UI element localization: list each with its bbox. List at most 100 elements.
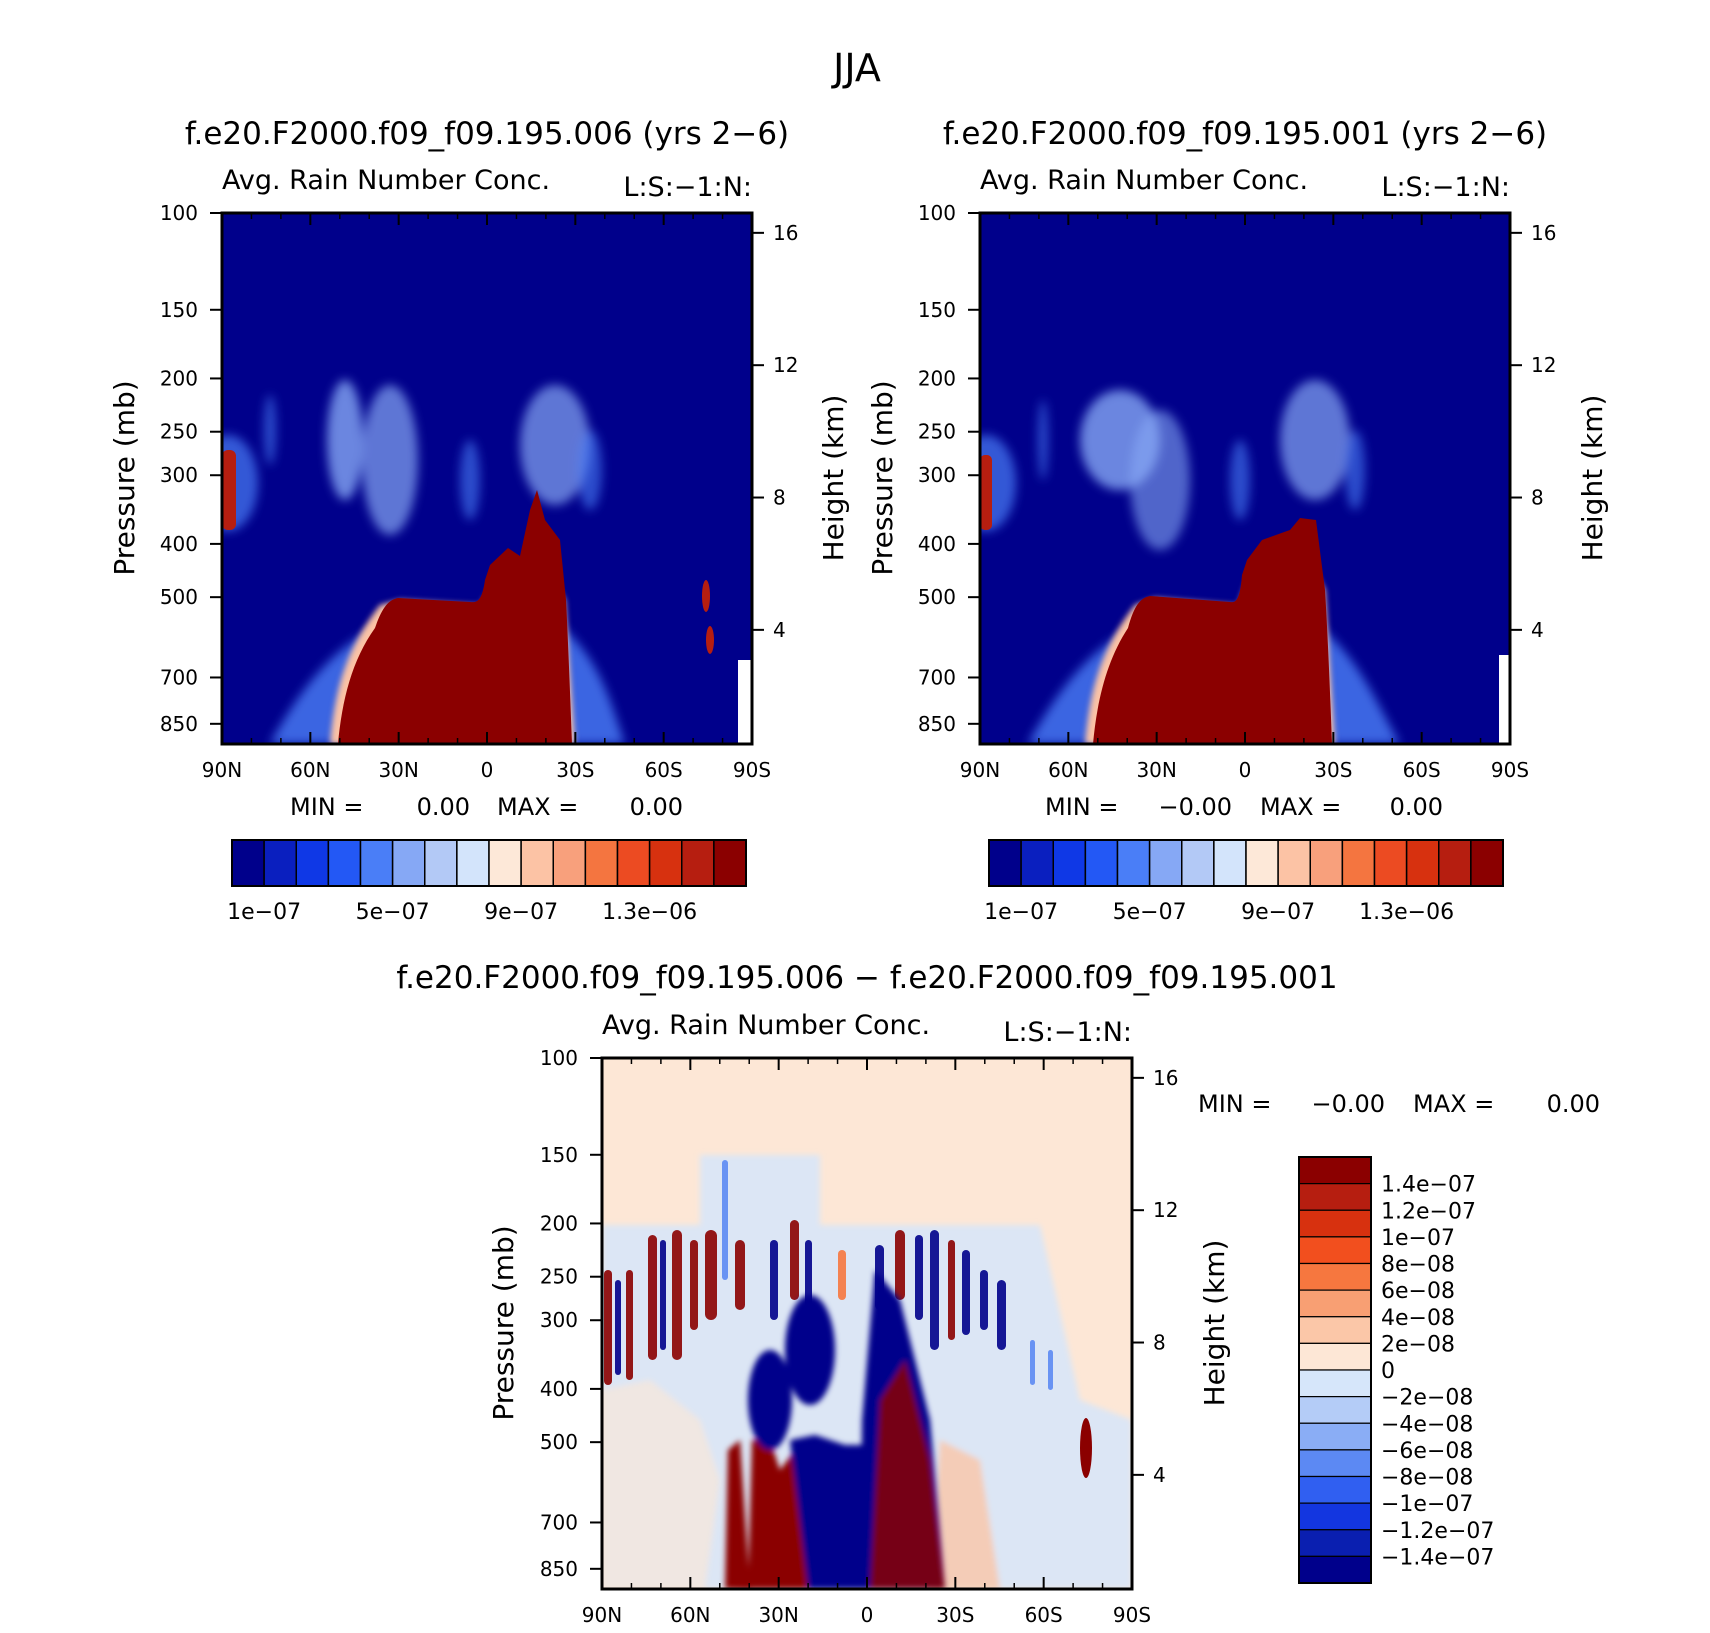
panel-diff-xtick-label: 60N [670, 1603, 710, 1627]
panel-diff-colorbar-label: 1.4e−07 [1381, 1173, 1476, 1198]
panel-left-colorbar-swatch [713, 839, 747, 887]
panel-right-ytick-right-label: 8 [1531, 486, 1544, 510]
panel-diff-title: f.e20.F2000.f09_f09.195.006 − f.e20.F200… [396, 960, 1337, 996]
panel-right-colorbar-swatch [1020, 839, 1054, 887]
panel-right-colorbar-swatch [1245, 839, 1279, 887]
panel-diff-colorbar-label: 4e−08 [1381, 1306, 1455, 1331]
panel-diff: f.e20.F2000.f09_f09.195.006 − f.e20.F200… [396, 960, 1600, 1627]
panel-diff-max-label: MAX = [1413, 1090, 1494, 1118]
panel-left-colorbar-swatch [552, 839, 587, 887]
main-title: JJA [831, 46, 881, 90]
panel-right-colorbar-swatch [1181, 839, 1215, 887]
panel-left-min-value: 0.00 [417, 793, 470, 821]
panel-left-colorbar-label: 1.3e−06 [602, 900, 697, 925]
panel-right-colorbar-frame [988, 839, 1504, 887]
panel-left-ylabel-right: Height (km) [817, 395, 850, 562]
panel-diff-colorbar-label: 8e−08 [1381, 1253, 1455, 1278]
panel-right-ylabel: Pressure (mb) [866, 380, 899, 575]
panel-diff-ylabel-right: Height (km) [1198, 1240, 1231, 1407]
panel-right-xtick-label: 30S [1314, 758, 1352, 782]
panel-diff-stripe [615, 1280, 621, 1375]
panel-diff-ytick-label: 200 [540, 1211, 578, 1235]
panel-right-units: L:S:−1:N: [1381, 172, 1510, 203]
panel-left-colorbar: 1e−07 5e−07 9e−07 1.3e−06 [227, 839, 747, 925]
panel-diff-ylabel: Pressure (mb) [487, 1225, 520, 1420]
panel-left-xtick-label: 30N [378, 758, 418, 782]
panel-left-colorbar-swatch [391, 839, 426, 887]
panel-left-xtick-label: 0 [481, 758, 494, 782]
panel-left-ytick-label: 700 [160, 665, 198, 689]
panel-left-colorbar-frame [231, 839, 747, 887]
panel-left-ytick-right-label: 4 [773, 618, 786, 642]
panel-diff-colorbar-swatch [1298, 1369, 1372, 1398]
panel-right-xtick-label: 90S [1491, 758, 1529, 782]
panel-left-min-label: MIN = [290, 793, 363, 821]
panel-diff-ytick-label: 700 [540, 1510, 578, 1534]
panel-right-title: f.e20.F2000.f09_f09.195.001 (yrs 2−6) [943, 116, 1547, 152]
panel-left-ylabel: Pressure (mb) [108, 380, 141, 575]
panel-left-max-value: 0.00 [630, 793, 683, 821]
panel-right: f.e20.F2000.f09_f09.195.001 (yrs 2−6) Av… [866, 116, 1609, 925]
panel-left-xtick-label: 30S [556, 758, 594, 782]
panel-right-colorbar-swatch [1309, 839, 1344, 887]
panel-diff-stripe [948, 1240, 955, 1340]
panel-diff-colorbar-swatch [1298, 1156, 1372, 1185]
panel-diff-stripe [626, 1270, 633, 1380]
panel-diff-colorbar-swatch [1298, 1475, 1372, 1504]
panel-diff-colorbar-swatch [1298, 1209, 1372, 1238]
panel-diff-xtick-label: 60S [1025, 1603, 1063, 1627]
panel-diff-stripe [895, 1230, 905, 1300]
panel-diff-colorbar-label: 0 [1381, 1359, 1395, 1384]
panel-diff-stripe [770, 1240, 778, 1320]
panel-right-ytick-label: 250 [918, 420, 956, 444]
panel-left-ytick-right-label: 8 [773, 486, 786, 510]
panel-diff-min-label: MIN = [1198, 1090, 1271, 1118]
panel-diff-ytick-label: 850 [540, 1557, 578, 1581]
panel-left-colorbar-swatch [359, 839, 394, 887]
panel-diff-colorbar: 1.4e−071.2e−071e−078e−086e−084e−082e−080… [1298, 1156, 1494, 1584]
panel-right-ytick-label: 850 [918, 712, 956, 736]
panel-right-xtick-label: 0 [1239, 758, 1252, 782]
panel-right-max-label: MAX = [1260, 793, 1341, 821]
panel-left: f.e20.F2000.f09_f09.195.006 (yrs 2−6) Av… [108, 116, 850, 925]
panel-diff-ytick-label: 100 [540, 1046, 578, 1070]
panel-diff-colorbar-swatch [1298, 1289, 1372, 1318]
panel-diff-stripe [1048, 1350, 1053, 1390]
panel-diff-stripe [648, 1235, 657, 1360]
panel-diff-colorbar-label: 1.2e−07 [1381, 1199, 1476, 1224]
panel-diff-subtitle: Avg. Rain Number Conc. [602, 1010, 930, 1041]
panel-left-ytick-label: 200 [160, 366, 198, 390]
panel-diff-colorbar-label: −8e−08 [1381, 1466, 1473, 1491]
panel-right-ytick-right-label: 4 [1531, 618, 1544, 642]
panel-right-colorbar-swatch [1084, 839, 1119, 887]
panel-diff-colorbar-swatch [1298, 1183, 1372, 1211]
panel-left-ytick-label: 850 [160, 712, 198, 736]
panel-right-xtick-label: 30N [1136, 758, 1176, 782]
panel-left-xtick-label: 60S [645, 758, 683, 782]
panel-diff-colorbar-swatch [1298, 1262, 1372, 1291]
panel-right-colorbar-swatch [988, 839, 1022, 887]
panel-diff-colorbar-label: 6e−08 [1381, 1279, 1455, 1304]
panel-right-xtick-label: 60N [1048, 758, 1088, 782]
panel-right-colorbar-swatch [1116, 839, 1151, 887]
panel-left-colorbar-swatch [231, 839, 265, 887]
panel-diff-colorbar-label: −6e−08 [1381, 1439, 1473, 1464]
panel-diff-ytick-right-label: 8 [1153, 1331, 1166, 1355]
panel-left-colorbar-swatch [648, 839, 683, 887]
panel-diff-min-value: −0.00 [1311, 1090, 1385, 1118]
panel-right-ytick-label: 100 [918, 201, 956, 225]
panel-left-ytick-label: 100 [160, 201, 198, 225]
panel-diff-ytick-right-label: 12 [1153, 1198, 1178, 1222]
panel-diff-stripe [604, 1270, 612, 1385]
panel-diff-stripe [660, 1240, 666, 1350]
panel-diff-stripe [997, 1280, 1006, 1350]
panel-left-ytick-right-label: 12 [773, 353, 798, 377]
panel-right-ytick-label: 150 [918, 298, 956, 322]
panel-left-colorbar-swatch [616, 839, 651, 887]
panel-right-colorbar-swatch [1148, 839, 1183, 887]
panel-left-ytick-label: 400 [160, 532, 198, 556]
panel-right-colorbar-label: 1e−07 [984, 900, 1058, 925]
panel-left-xtick-label: 90S [733, 758, 771, 782]
panel-diff-xtick-label: 90N [582, 1603, 622, 1627]
